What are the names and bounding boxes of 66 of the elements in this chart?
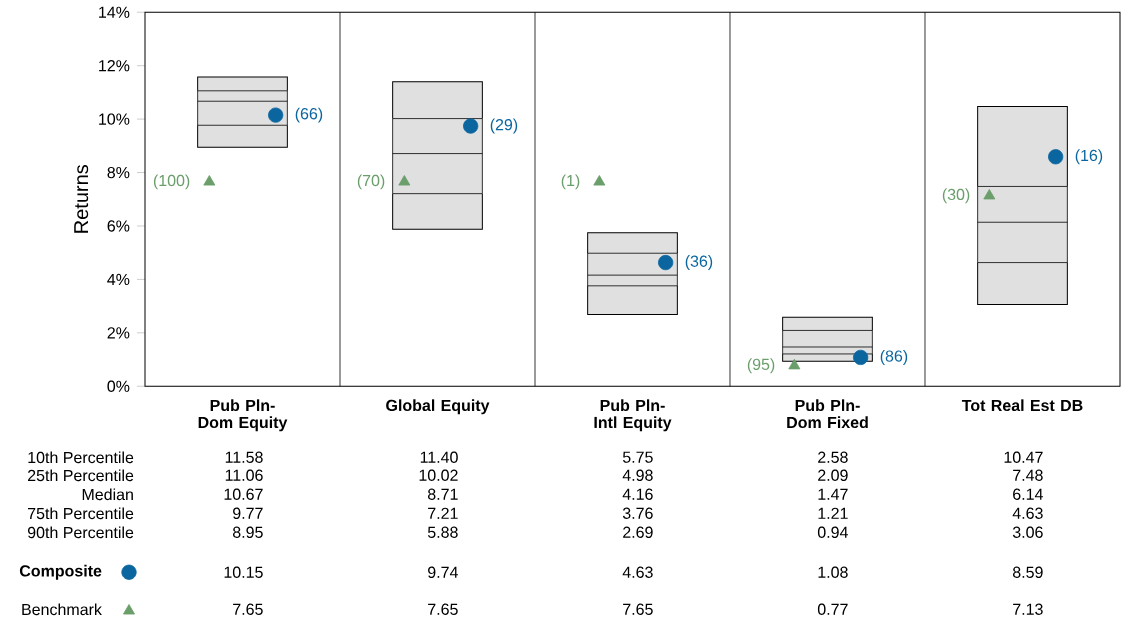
text: 75th Percentile <box>28 507 134 520</box>
y-tick-label: 0% <box>107 380 130 392</box>
x-tick-label: Tot Real Est DB <box>961 399 1083 411</box>
y-tick-label: 14% <box>99 6 130 18</box>
text: 4.16 <box>622 488 653 500</box>
text: 3.06 <box>1012 526 1043 538</box>
data-label: 4.63 <box>622 566 653 578</box>
data-label: 7.65 <box>623 603 653 615</box>
annotation: (100) <box>153 174 190 190</box>
annotation: (95) <box>747 358 775 374</box>
data-label: 1.08 <box>818 566 848 578</box>
text: 8.95 <box>232 526 263 538</box>
text: 4.63 <box>1012 507 1043 519</box>
text: 4.98 <box>622 469 653 481</box>
text: 25th Percentile <box>28 469 134 482</box>
annotation: (29) <box>490 118 518 134</box>
data-label: 7.65 <box>233 603 263 615</box>
y-tick-label: 4% <box>107 273 130 285</box>
text: 10.02 <box>419 469 458 481</box>
y-tick-label: 10% <box>99 113 130 125</box>
text: 7.21 <box>428 507 458 519</box>
text: 0.94 <box>817 526 848 538</box>
legend-label: Benchmark <box>22 603 102 616</box>
y-axis-title: Returns <box>74 164 89 233</box>
text: 11.40 <box>420 451 458 463</box>
data-label: 9.74 <box>428 566 458 578</box>
annotation: (1) <box>561 174 580 190</box>
annotation: (86) <box>880 349 908 365</box>
text: 5.75 <box>622 451 653 463</box>
text: 1.21 <box>818 507 848 519</box>
text: 5.88 <box>427 526 458 538</box>
y-tick-label: 6% <box>107 220 130 232</box>
data-label: 0.77 <box>817 603 848 615</box>
text: Median <box>82 488 133 501</box>
text: 90th Percentile <box>27 526 134 539</box>
annotation: (36) <box>685 254 713 270</box>
text: 2.69 <box>623 526 653 538</box>
text: 11.06 <box>225 469 263 481</box>
legend-label: Composite <box>19 564 102 580</box>
annotation: (66) <box>295 107 323 123</box>
annotation: (16) <box>1075 149 1103 165</box>
y-tick-label: 8% <box>107 166 130 179</box>
x-tick-label: Pub Pln- Dom Fixed <box>787 399 868 428</box>
data-label: 7.13 <box>1013 603 1043 615</box>
x-tick-label: Pub Pln- Intl Equity <box>594 399 672 432</box>
y-tick-label: 12% <box>99 59 130 72</box>
text: 8.71 <box>427 488 458 500</box>
text: 10.47 <box>1004 451 1043 463</box>
text: 9.77 <box>233 507 263 519</box>
text: 10th Percentile <box>28 451 134 464</box>
text: 7.48 <box>1013 469 1043 481</box>
data-label: 7.65 <box>428 603 458 615</box>
text: 2.58 <box>818 451 848 463</box>
text: 10.67 <box>224 488 263 500</box>
x-tick-label: Pub Pln- Dom Equity <box>198 399 288 432</box>
text: 6.14 <box>1013 488 1043 500</box>
annotation: (70) <box>357 174 385 190</box>
annotation: (30) <box>942 188 970 204</box>
text: 2.09 <box>818 469 848 481</box>
y-tick-label: 2% <box>107 327 130 339</box>
text: 3.76 <box>622 507 653 519</box>
data-label: 10.15 <box>224 566 263 578</box>
text: 1.47 <box>818 488 848 500</box>
text: 11.58 <box>225 451 263 463</box>
data-label: 8.59 <box>1012 566 1043 578</box>
x-tick-label: Global Equity <box>386 399 490 415</box>
